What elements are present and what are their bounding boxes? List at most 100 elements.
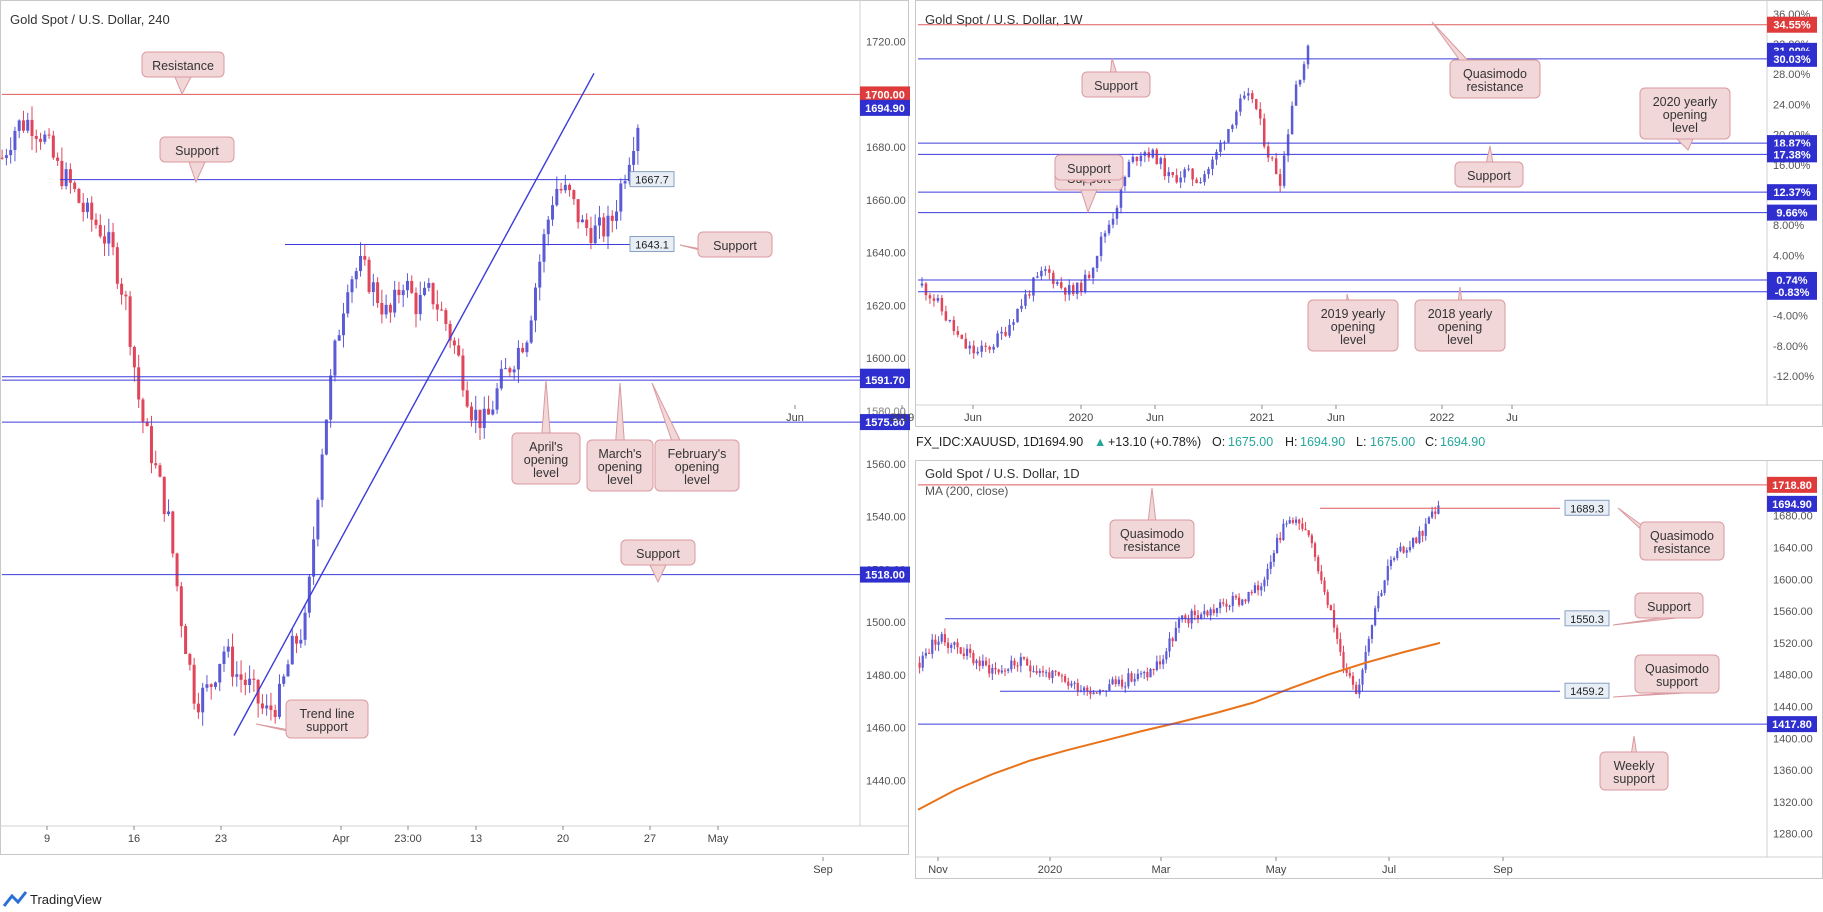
candle-body <box>103 236 107 244</box>
candle-body <box>1243 95 1246 99</box>
candle-body <box>1241 599 1244 605</box>
callout-label: resistance <box>1654 542 1711 556</box>
candle-body <box>111 232 115 248</box>
callout-label: Support <box>1647 600 1691 614</box>
candle-body <box>1275 537 1279 553</box>
candle-body <box>1231 595 1234 606</box>
candle-body <box>376 282 380 303</box>
d1-change: +13.10 (+0.78%) <box>1108 435 1201 449</box>
callout-label: opening <box>675 460 720 474</box>
candle-body <box>1306 45 1310 65</box>
d1-o-label: O: <box>1212 435 1225 449</box>
candle-body <box>324 419 328 455</box>
x-tick-label: 13 <box>470 833 482 845</box>
candle-body <box>1168 638 1171 652</box>
candle-body <box>1290 105 1294 135</box>
candle-body <box>1024 294 1027 306</box>
callout-pointer <box>649 564 667 584</box>
candle-body <box>1171 638 1174 642</box>
candle-body <box>1060 675 1064 677</box>
candle-body <box>1020 305 1023 309</box>
d1-c-label: C: <box>1425 435 1438 449</box>
candle-body <box>1247 591 1250 602</box>
candle-body <box>1279 537 1282 541</box>
candle-body <box>968 345 971 349</box>
candle-body <box>1326 592 1329 606</box>
callout-box <box>1454 161 1524 188</box>
callout-label: opening <box>524 453 569 467</box>
candle-body <box>981 660 984 666</box>
callout: Support <box>159 136 235 184</box>
candle-body <box>34 135 38 139</box>
y-tick-label: 1280.00 <box>1773 829 1813 841</box>
candle-body <box>1234 595 1238 598</box>
x-tick-label: 20 <box>557 833 569 845</box>
candle-body <box>239 674 243 680</box>
price-axis-tag <box>860 99 910 116</box>
candle-body <box>1060 282 1063 288</box>
callout-label: 2020 yearly <box>1653 95 1718 109</box>
callout-box <box>1054 154 1124 181</box>
candle-body <box>1107 224 1111 234</box>
x-tick-label: Sep <box>1493 864 1513 876</box>
level-tag <box>1564 682 1610 699</box>
candle-body <box>13 130 17 151</box>
candle-body <box>1163 158 1166 177</box>
candle-body <box>931 639 934 654</box>
candle-body <box>984 660 988 666</box>
callout-label: Support <box>1067 162 1111 176</box>
level-tag-label: 1643.1 <box>635 240 669 252</box>
candle-body <box>290 635 294 665</box>
candle-body <box>1082 687 1086 691</box>
candle-body <box>1187 168 1190 170</box>
candle-body <box>346 292 350 314</box>
callout-label: Support <box>175 144 219 158</box>
y-tick-label: 1560.00 <box>1773 606 1813 618</box>
candle-body <box>559 188 563 191</box>
candle-body <box>1070 683 1073 686</box>
candle-body <box>1219 602 1222 609</box>
candle-body <box>401 290 405 296</box>
candle-body <box>427 283 431 288</box>
candle-body <box>984 345 987 347</box>
candle-body <box>1195 179 1198 183</box>
candle-body <box>252 678 256 680</box>
candle-body <box>1007 669 1010 671</box>
candle-body <box>209 684 213 687</box>
y-tick-label: 1440.00 <box>1773 701 1813 713</box>
candle-body <box>1086 687 1089 691</box>
candle-body <box>952 319 956 332</box>
candle-body <box>1389 559 1393 567</box>
y-tick-label: -8.00% <box>1773 341 1808 353</box>
candle-body <box>1301 523 1304 529</box>
candle-body <box>26 119 30 131</box>
candle-body <box>1041 670 1045 673</box>
candle-body <box>1149 669 1152 678</box>
y-tick-label: 1460.00 <box>866 723 906 735</box>
x-tick-label: Jul <box>1382 864 1396 876</box>
candle-body <box>1215 151 1218 160</box>
candle-body <box>1393 558 1396 560</box>
candle-body <box>508 368 512 373</box>
d1-h-label: H: <box>1285 435 1298 449</box>
price-axis-tag-label: 34.55% <box>1773 20 1811 32</box>
price-axis-tag <box>1767 476 1817 493</box>
y-tick-label: 8.00% <box>1773 220 1804 232</box>
candle-body <box>943 634 946 643</box>
level-tag-label: 1667.7 <box>635 175 669 187</box>
w1-panel-frame <box>915 0 1823 427</box>
candle-body <box>1358 684 1361 695</box>
candle-body <box>154 463 158 466</box>
level-tag <box>629 171 675 188</box>
candle-body <box>457 345 461 356</box>
candle-body <box>1183 169 1186 178</box>
candle-body <box>1004 331 1007 336</box>
y-tick-label: 1360.00 <box>1773 765 1813 777</box>
candle-body <box>940 298 944 312</box>
candle-body <box>1320 571 1323 581</box>
y-tick-label: 1320.00 <box>1773 797 1813 809</box>
candle-body <box>1098 690 1102 694</box>
candle-body <box>937 641 940 645</box>
candle-body <box>606 215 610 237</box>
